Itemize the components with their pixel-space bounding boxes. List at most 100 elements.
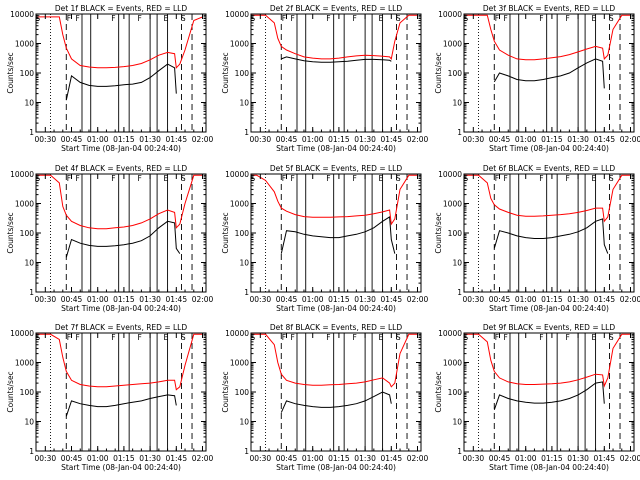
- top-marker-label: S: [181, 174, 186, 183]
- top-marker-label: E: [378, 14, 383, 23]
- top-marker-label: F: [137, 14, 141, 23]
- x-tick-label: 01:30: [139, 135, 161, 144]
- y-axis-label: Counts/sec: [434, 371, 443, 412]
- y-tick-label: 100: [20, 229, 35, 238]
- series-lld-line: [464, 14, 631, 61]
- x-tick-label: 01:15: [541, 135, 563, 144]
- x-tick-label: 02:00: [620, 454, 640, 463]
- y-tick-label: 100: [235, 388, 250, 397]
- y-axis-label: Counts/sec: [221, 371, 230, 412]
- x-tick-label: 02:00: [407, 135, 429, 144]
- y-tick-label: 100: [448, 388, 463, 397]
- top-marker-label: F: [67, 333, 71, 342]
- x-tick-label: 01:00: [87, 135, 109, 144]
- series-events-line: [281, 56, 392, 63]
- top-marker-label: F: [67, 14, 71, 23]
- top-marker-label: E: [163, 333, 168, 342]
- top-marker-label: F: [111, 174, 115, 183]
- top-marker-label: F: [539, 333, 543, 342]
- top-marker-label: F: [539, 14, 543, 23]
- panel-title: Det 4f BLACK = Events, RED = LLD: [55, 164, 188, 173]
- series-events-line: [280, 391, 392, 413]
- y-tick-label: 1: [457, 128, 462, 137]
- top-marker-label: F: [282, 14, 286, 23]
- x-tick-label: 01:45: [165, 295, 187, 304]
- top-marker-label: E: [591, 14, 596, 23]
- x-tick-label: 01:15: [113, 135, 135, 144]
- y-tick-label: 10000: [438, 329, 462, 338]
- top-marker-label: F: [352, 333, 356, 342]
- x-tick-label: 01:15: [328, 135, 350, 144]
- y-tick-label: 1000: [230, 40, 249, 49]
- x-tick-label: 00:30: [250, 454, 272, 463]
- x-tick-label: 00:30: [463, 295, 485, 304]
- x-tick-label: 02:00: [407, 454, 429, 463]
- x-tick-label: 01:45: [380, 295, 402, 304]
- x-axis-label: Start Time (08-Jan-04 00:24:40): [276, 304, 396, 313]
- y-tick-label: 1: [244, 128, 249, 137]
- x-tick-label: 01:45: [380, 135, 402, 144]
- panel-title: Det 5f BLACK = Events, RED = LLD: [270, 164, 403, 173]
- x-tick-label: 00:30: [250, 135, 272, 144]
- y-tick-label: 10000: [10, 10, 34, 19]
- top-marker-label: F: [503, 14, 507, 23]
- x-tick-label: 00:45: [61, 454, 83, 463]
- axes-frame: [35, 173, 207, 293]
- x-tick-label: 01:00: [302, 295, 324, 304]
- y-tick-label: 10: [452, 418, 462, 427]
- y-tick-label: 1: [29, 128, 34, 137]
- panel-title: Det 2f BLACK = Events, RED = LLD: [270, 4, 403, 13]
- x-tick-label: 01:00: [515, 135, 537, 144]
- y-tick-label: 1000: [15, 359, 34, 368]
- top-marker-label: F: [290, 333, 294, 342]
- panel-title: Det 6f BLACK = Events, RED = LLD: [483, 164, 616, 173]
- series-lld-line: [464, 333, 631, 388]
- series-lld-line: [36, 333, 203, 391]
- x-tick-label: 01:45: [593, 454, 615, 463]
- top-marker-label: S: [396, 174, 401, 183]
- x-tick-label: 00:45: [489, 135, 511, 144]
- y-tick-label: 10: [24, 259, 34, 268]
- x-tick-label: 01:45: [593, 295, 615, 304]
- y-axis-label: Counts/sec: [221, 212, 230, 253]
- top-marker-label: F: [565, 14, 569, 23]
- x-tick-label: 01:00: [515, 454, 537, 463]
- y-axis-label: Counts/sec: [434, 52, 443, 93]
- top-marker-label: F: [565, 333, 569, 342]
- x-tick-label: 00:45: [61, 295, 83, 304]
- series-events-line: [493, 218, 609, 254]
- x-tick-label: 00:30: [35, 295, 57, 304]
- top-marker-label: F: [111, 333, 115, 342]
- top-marker-label: S: [609, 14, 614, 23]
- x-tick-label: 01:15: [113, 454, 135, 463]
- top-marker-label: F: [75, 14, 79, 23]
- x-tick-label: 00:30: [35, 135, 57, 144]
- series-events-line: [280, 216, 396, 254]
- top-marker-label: S: [609, 333, 614, 342]
- y-tick-label: 100: [20, 388, 35, 397]
- x-tick-label: 00:45: [489, 295, 511, 304]
- y-tick-label: 10000: [225, 10, 249, 19]
- top-marker-label: F: [75, 174, 79, 183]
- y-axis-label: Counts/sec: [434, 212, 443, 253]
- x-tick-label: 01:45: [165, 454, 187, 463]
- top-marker-label: S: [181, 14, 186, 23]
- x-tick-label: 01:30: [567, 454, 589, 463]
- y-tick-label: 10: [239, 259, 249, 268]
- y-tick-label: 10: [24, 99, 34, 108]
- panel-title: Det 8f BLACK = Events, RED = LLD: [270, 323, 403, 332]
- y-tick-label: 10: [24, 418, 34, 427]
- y-tick-label: 1000: [443, 359, 462, 368]
- x-axis-label: Start Time (08-Jan-04 00:24:40): [61, 144, 181, 153]
- y-tick-label: 1: [244, 447, 249, 456]
- panel-title: Det 7f BLACK = Events, RED = LLD: [55, 323, 188, 332]
- top-marker-label: F: [352, 174, 356, 183]
- top-marker-label: F: [326, 174, 330, 183]
- top-marker-label: S: [609, 174, 614, 183]
- x-tick-label: 00:45: [276, 454, 298, 463]
